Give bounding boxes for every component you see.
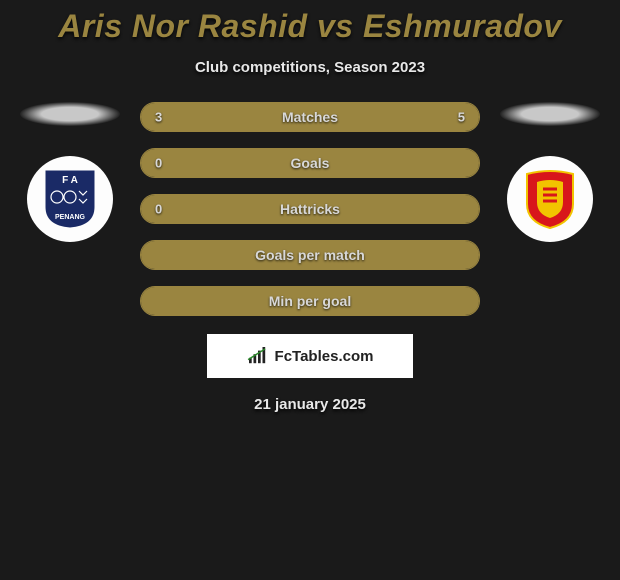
shield-icon	[523, 168, 577, 230]
comparison-card: Aris Nor Rashid vs Eshmuradov Club compe…	[0, 0, 620, 413]
shield-icon: F A PENANG	[44, 169, 96, 229]
svg-text:F A: F A	[62, 175, 78, 186]
player-left-ellipse	[20, 102, 120, 126]
stat-label: Goals per match	[255, 247, 365, 263]
svg-text:PENANG: PENANG	[55, 214, 86, 221]
stat-value-left: 3	[155, 110, 162, 125]
player-left-column: F A PENANG	[20, 102, 120, 242]
stat-label: Hattricks	[280, 201, 340, 217]
stat-row-goals-per-match: Goals per match	[140, 240, 480, 270]
stat-label: Goals	[291, 155, 330, 171]
stat-value-left: 0	[155, 156, 162, 171]
stat-label: Min per goal	[269, 293, 351, 309]
penang-fa-crest: F A PENANG	[27, 156, 113, 242]
player-right-column	[500, 102, 600, 242]
bar-chart-icon	[247, 347, 269, 365]
date-label: 21 january 2025	[0, 396, 620, 413]
brand-logo[interactable]: FcTables.com	[207, 334, 413, 378]
selangor-crest	[507, 156, 593, 242]
stat-row-min-per-goal: Min per goal	[140, 286, 480, 316]
brand-name: FcTables.com	[275, 348, 374, 365]
stat-label: Matches	[282, 109, 338, 125]
stat-value-right: 5	[458, 110, 465, 125]
comparison-row: F A PENANG 3 Matches 5 0 Goals	[0, 102, 620, 316]
stat-row-matches: 3 Matches 5	[140, 102, 480, 132]
stat-row-goals: 0 Goals	[140, 148, 480, 178]
page-title: Aris Nor Rashid vs Eshmuradov	[0, 8, 620, 45]
stats-column: 3 Matches 5 0 Goals 0 Hattricks Goals pe…	[140, 102, 480, 316]
stat-value-left: 0	[155, 202, 162, 217]
subtitle: Club competitions, Season 2023	[0, 59, 620, 76]
player-right-ellipse	[500, 102, 600, 126]
stat-row-hattricks: 0 Hattricks	[140, 194, 480, 224]
